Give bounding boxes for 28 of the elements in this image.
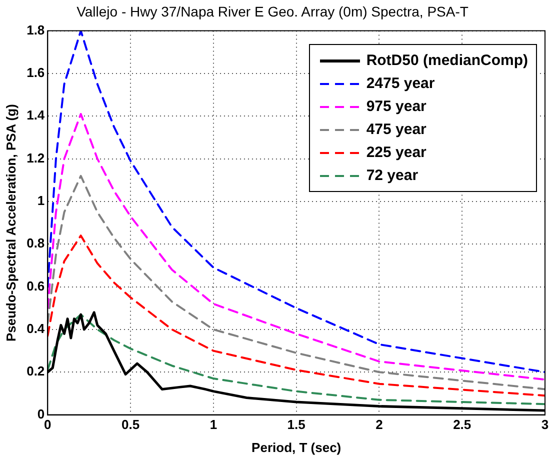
x-axis-title: Period, T (sec) [252,440,342,455]
x-tick-label: 3 [541,417,549,432]
x-tick-label: 1 [210,417,218,432]
line-series [48,30,545,374]
chart-title: Vallejo - Hwy 37/Napa River E Geo. Array (0m) Spectra, PSA-T [76,3,469,20]
y-tick-label: 0.4 [26,321,46,336]
y-tick-label: 0.6 [26,278,45,294]
x-tick-label: 2.5 [453,417,472,432]
y-axis-title: Pseudo-Spectral Acceleration, PSA (g) [3,104,18,342]
legend-label: 975 year [366,97,426,117]
y-tick-label: 1.4 [26,108,46,123]
y-tick-label: 1.8 [26,22,45,38]
legend-label: 2475 year [366,74,435,94]
y-tick-label: 1 [37,193,45,208]
y-tick-label: 0 [37,406,45,422]
legend-label: 475 year [366,120,426,140]
legend-label: RotD50 (medianComp) [366,51,528,71]
legend-label: 72 year [366,166,418,186]
legend-label: 225 year [366,143,426,163]
x-tick-label: 0.5 [122,417,140,432]
y-tick-label: 1.2 [26,150,45,166]
x-tick-label: 2 [376,417,383,432]
x-tick-label: 1.5 [287,417,306,432]
line-series [48,113,545,381]
y-tick-label: 0.2 [26,364,45,379]
y-tick-label: 0.8 [26,236,45,251]
y-tick-label: 1.6 [26,65,45,80]
line-series [48,234,545,397]
